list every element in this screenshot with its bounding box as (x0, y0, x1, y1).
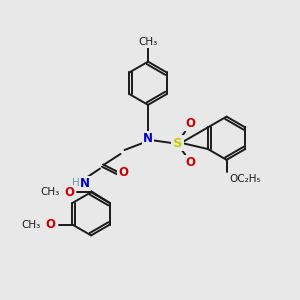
Text: H: H (72, 178, 79, 188)
Text: CH₃: CH₃ (22, 220, 41, 230)
Text: CH₃: CH₃ (138, 37, 158, 47)
Text: O: O (46, 218, 56, 231)
Text: N: N (143, 132, 153, 145)
Text: S: S (173, 136, 182, 150)
Text: N: N (80, 177, 90, 190)
Text: O: O (185, 156, 195, 169)
Text: CH₃: CH₃ (40, 187, 60, 197)
Text: OC₂H₅: OC₂H₅ (230, 174, 261, 184)
Text: O: O (118, 166, 128, 179)
Text: O: O (64, 186, 74, 199)
Text: O: O (185, 117, 195, 130)
